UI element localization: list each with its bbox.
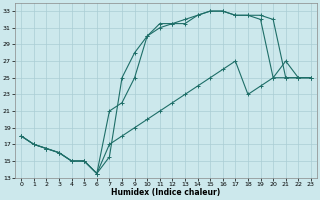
- X-axis label: Humidex (Indice chaleur): Humidex (Indice chaleur): [111, 188, 221, 197]
